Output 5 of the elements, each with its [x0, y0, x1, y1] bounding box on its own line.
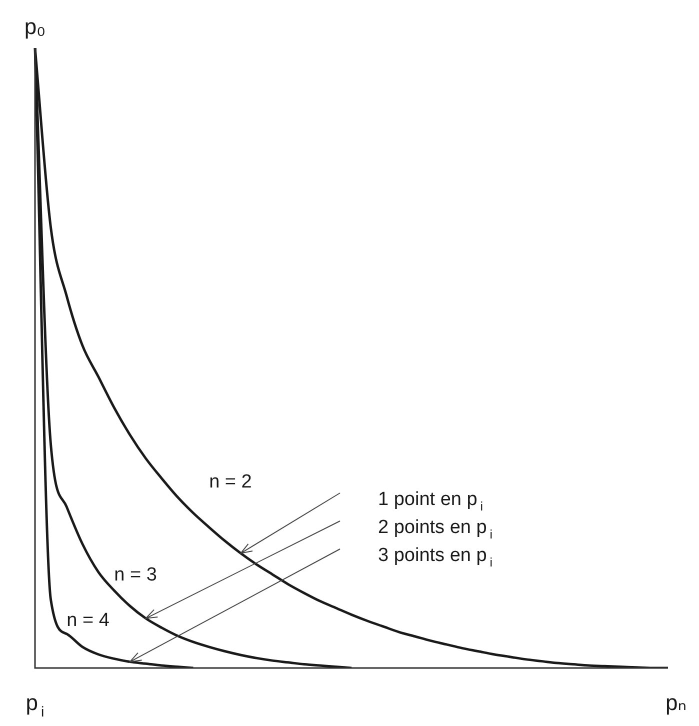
- text: p₀: [24, 14, 46, 39]
- series-label: n = 4: [66, 610, 110, 631]
- series-label: n = 2: [209, 471, 252, 492]
- text: pₙ: [666, 690, 687, 715]
- series-label: n = 3: [114, 564, 157, 586]
